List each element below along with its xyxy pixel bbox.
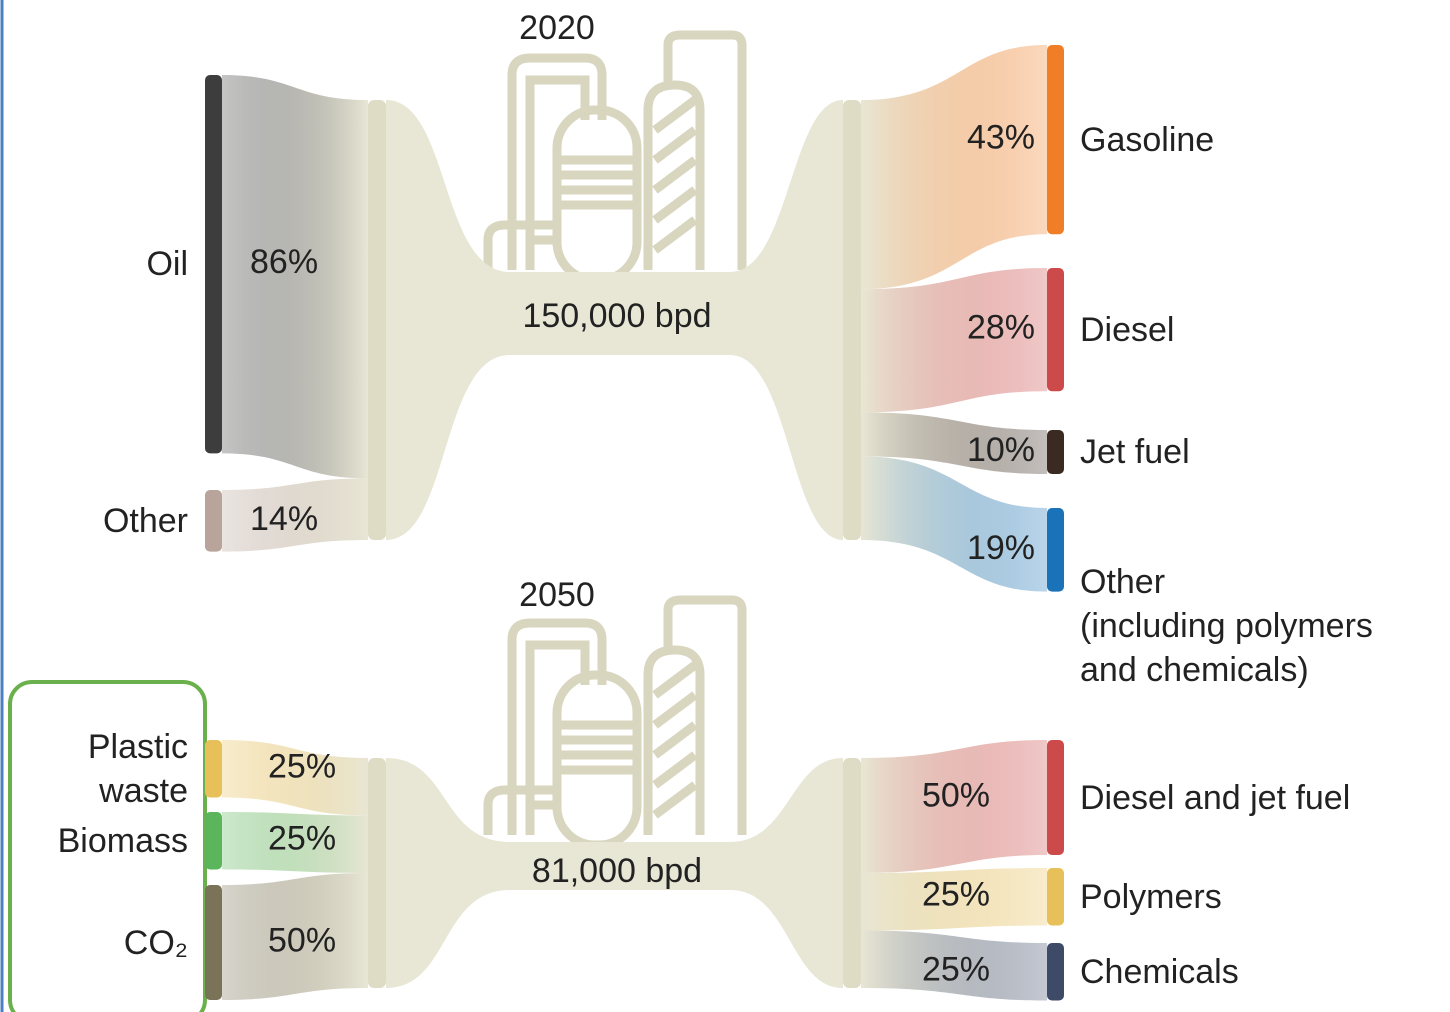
value-label: 43% — [967, 119, 1035, 157]
value-label: 10% — [967, 431, 1035, 469]
flow — [222, 740, 368, 816]
year-title: 2020 — [519, 9, 595, 47]
target-bar — [1047, 45, 1064, 235]
value-label: 50% — [268, 921, 336, 959]
source-label: Plastic waste — [87, 727, 188, 810]
target-bar — [1047, 508, 1064, 592]
target-label: Jet fuel — [1080, 433, 1190, 471]
collector — [368, 758, 386, 988]
throughput-label: 150,000 bpd — [522, 297, 711, 335]
collector — [368, 100, 386, 540]
target-bar — [1047, 868, 1064, 926]
target-label: Gasoline — [1080, 120, 1215, 159]
source-label: Oil — [146, 245, 188, 284]
flow — [222, 812, 368, 873]
target-label: Diesel — [1080, 310, 1175, 349]
flow — [861, 412, 1047, 474]
flow — [861, 930, 1047, 1001]
flow — [861, 268, 1047, 413]
source-bar — [205, 490, 222, 552]
target-label: Polymers — [1080, 877, 1222, 916]
value-label: 14% — [250, 500, 318, 538]
flow — [222, 75, 368, 479]
throughput-label: 81,000 bpd — [532, 852, 702, 890]
value-label: 25% — [922, 876, 990, 914]
collector — [843, 100, 861, 540]
source-bar — [205, 75, 222, 454]
throughput-band — [386, 100, 843, 540]
value-label: 19% — [967, 529, 1035, 567]
year-title: 2050 — [519, 576, 595, 614]
target-bar — [1047, 943, 1064, 1001]
flow — [222, 873, 368, 1000]
refinery-icons — [483, 30, 747, 850]
source-bar — [205, 740, 222, 798]
flow — [861, 868, 1047, 931]
source-label: Other — [102, 501, 188, 540]
target-label: Diesel and jet fuel — [1080, 778, 1351, 817]
value-label: 86% — [250, 243, 318, 281]
target-label: Chemicals — [1080, 952, 1239, 991]
flow — [222, 478, 368, 552]
value-label: 25% — [922, 951, 990, 989]
target-label: Other (including polymers and chemicals) — [1080, 563, 1373, 689]
throughput-band — [386, 758, 843, 988]
target-bar — [1047, 430, 1064, 474]
source-bar — [205, 812, 222, 870]
source-label: Biomass — [57, 821, 188, 860]
flow — [861, 45, 1047, 290]
value-label: 25% — [268, 820, 336, 858]
flow — [861, 456, 1047, 592]
collector — [843, 758, 861, 988]
source-bar — [205, 885, 222, 1000]
flow — [861, 740, 1047, 873]
value-label: 28% — [967, 309, 1035, 347]
source-label: CO₂ — [123, 923, 188, 962]
value-label: 25% — [268, 748, 336, 786]
target-bar — [1047, 740, 1064, 855]
refinery-icon — [483, 30, 747, 285]
refinery-icon — [483, 595, 747, 850]
value-label: 50% — [922, 776, 990, 814]
target-bar — [1047, 268, 1064, 392]
